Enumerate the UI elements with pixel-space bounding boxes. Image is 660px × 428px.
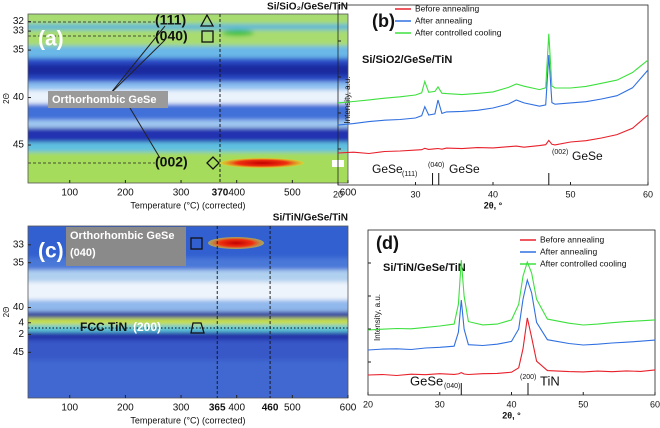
panel-label: (b) — [372, 11, 395, 31]
x-tick-label: 40 — [506, 399, 516, 409]
data-line — [337, 54, 649, 126]
x-tick-label: 500 — [284, 403, 301, 414]
x-tick-label: 600 — [340, 188, 357, 199]
data-line — [367, 259, 656, 331]
x-tick-label: 100 — [61, 403, 78, 414]
annotation: GeSe — [449, 162, 480, 176]
annotation: (200) — [133, 320, 161, 334]
y-tick-label: 32 — [13, 16, 25, 27]
y-axis-label: 2Θ — [2, 93, 11, 104]
x-axis-label: 2θ, ° — [502, 410, 521, 420]
annotation: (040) — [155, 28, 188, 44]
x-tick-label: 60 — [643, 189, 653, 199]
annotation: Orthorhombic GeSe — [52, 94, 157, 106]
x-tick-label: 400 — [228, 188, 245, 199]
temperature-marker-label: 370 — [212, 188, 229, 199]
legend-label: After annealing — [415, 15, 472, 25]
x-tick-label: 400 — [228, 403, 245, 414]
chart-title: Si/TiN/GeSe/TiN — [383, 262, 466, 274]
x-tick-label: 200 — [117, 403, 134, 414]
annotation: TiN — [540, 373, 560, 388]
chart-title: Si/TiN/GeSe/TiN — [273, 213, 348, 224]
annotation: FCC TiN — [80, 320, 127, 334]
legend-label: After annealing — [540, 246, 597, 256]
temperature-marker-label: 460 — [262, 403, 279, 414]
panel-label: (a) — [38, 28, 64, 51]
annotation: GeSe — [372, 162, 403, 176]
legend-label: After controlled cooling — [415, 27, 502, 37]
annotation: GeSe — [410, 373, 443, 388]
legend-label: Before annealing — [540, 234, 605, 244]
annotation: Orthorhombic GeSe — [70, 230, 175, 242]
annotation: (200) — [520, 374, 536, 381]
annotation: (002) — [552, 149, 568, 156]
y-axis-label: Intensity, a.u. — [343, 77, 352, 124]
x-tick-label: 50 — [578, 399, 588, 409]
chart-title: Si/SiO₂/GeSe/TiN — [267, 2, 348, 13]
panel-label: (c) — [38, 240, 64, 263]
x-tick-label: 60 — [650, 399, 660, 409]
y-tick-label: 40 — [13, 92, 25, 103]
x-axis-label: Temperature (°C) (corrected) — [130, 200, 245, 210]
y-tick-label: 45 — [13, 347, 25, 358]
y-tick-label: 2 — [18, 329, 24, 340]
plot-frame — [27, 13, 349, 184]
annotation: (111) — [155, 12, 186, 28]
legend-label: After controlled cooling — [540, 258, 627, 268]
x-tick-label: 20 — [363, 399, 373, 409]
y-tick-label: 33 — [13, 239, 25, 250]
x-tick-label: 600 — [340, 403, 357, 414]
x-tick-label: 30 — [410, 189, 420, 199]
temperature-marker-label: 365 — [209, 403, 226, 414]
x-tick-label: 300 — [173, 403, 190, 414]
annotation: (040) — [444, 383, 460, 390]
data-line — [367, 277, 656, 351]
annotation: (040) — [70, 247, 96, 259]
panel-label: (d) — [376, 233, 399, 253]
y-tick-label: 33 — [13, 26, 25, 37]
data-line — [337, 33, 649, 104]
x-tick-label: 300 — [173, 188, 190, 199]
data-line — [367, 317, 656, 377]
annotation: (040) — [428, 162, 444, 169]
y-tick-label: 4 — [18, 317, 24, 328]
x-tick-label: 50 — [565, 189, 575, 199]
data-line — [337, 114, 649, 155]
x-tick-label: 20 — [333, 189, 343, 199]
chart-title: Si/SiO2/GeSe/TiN — [362, 54, 452, 66]
x-tick-label: 500 — [284, 188, 301, 199]
annotation: GeSe — [572, 149, 603, 163]
annotation: (111) — [402, 171, 417, 178]
x-tick-label: 100 — [61, 188, 78, 199]
y-tick-label: 35 — [13, 257, 25, 268]
x-axis-label: 2θ, ° — [484, 200, 503, 210]
x-axis-label: Temperature (°C) (corrected) — [130, 415, 245, 425]
y-tick-label: 40 — [13, 302, 25, 313]
y-axis-label: 2Θ — [2, 307, 11, 318]
y-axis-label: Intensity, a.u. — [373, 294, 382, 341]
x-tick-label: 30 — [435, 399, 445, 409]
plot-frame — [367, 229, 656, 396]
x-tick-label: 40 — [488, 189, 498, 199]
y-tick-label: 35 — [13, 45, 25, 56]
annotation: (002) — [155, 154, 188, 170]
x-tick-label: 200 — [117, 188, 134, 199]
legend-label: Before annealing — [415, 3, 480, 13]
y-tick-label: 45 — [13, 140, 25, 151]
plot-frame — [27, 225, 349, 399]
